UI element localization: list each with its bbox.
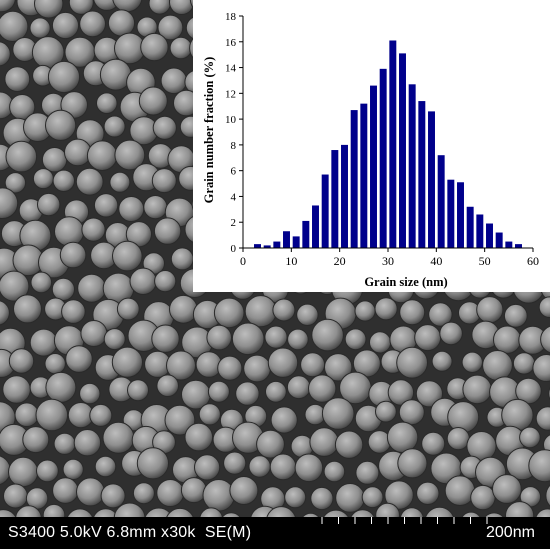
x-axis-label: Grain size (nm) xyxy=(364,275,447,289)
histogram-bar xyxy=(495,232,503,248)
histogram-bar xyxy=(437,155,445,248)
histogram-bar xyxy=(312,205,319,248)
histogram-bar xyxy=(321,174,329,248)
histogram-bar xyxy=(428,111,435,248)
histogram-bar xyxy=(341,144,348,248)
histogram-bar xyxy=(447,179,455,248)
histogram-bar xyxy=(331,150,339,248)
y-tick-label: 8 xyxy=(231,140,237,152)
histogram-bar xyxy=(515,244,522,248)
scale-bar-label: 200nm xyxy=(486,524,535,541)
x-tick-label: 0 xyxy=(240,254,246,268)
histogram-bar xyxy=(350,110,358,248)
histogram-bar xyxy=(370,85,377,248)
y-tick-label: 12 xyxy=(225,88,236,100)
y-tick-label: 0 xyxy=(231,243,237,255)
histogram-bar xyxy=(466,206,474,248)
histogram-bar xyxy=(418,101,426,248)
scale-bar-ticks xyxy=(321,517,488,524)
y-tick-label: 2 xyxy=(231,217,237,229)
y-tick-label: 6 xyxy=(231,166,237,178)
sem-parameters-text: S3400 5.0kV 6.8mm x30k SE(M) xyxy=(8,524,252,541)
sem-info-bar: S3400 5.0kV 6.8mm x30k SE(M) 200nm xyxy=(0,517,550,549)
histogram-bar xyxy=(273,241,281,248)
histogram-bar xyxy=(302,220,310,248)
x-tick-label: 50 xyxy=(479,254,491,268)
y-tick-label: 14 xyxy=(225,63,237,75)
histogram-bar xyxy=(379,68,387,248)
y-axis-label: Grain number fraction (%) xyxy=(202,57,216,204)
histogram-bar xyxy=(408,84,416,248)
histogram-bar xyxy=(283,231,290,248)
histogram-bar xyxy=(399,53,406,248)
y-tick-label: 10 xyxy=(225,114,237,126)
x-tick-label: 10 xyxy=(285,254,297,268)
histogram-bar xyxy=(476,214,484,248)
histogram-bar xyxy=(360,103,368,248)
histogram-bar xyxy=(263,245,271,248)
y-tick-label: 16 xyxy=(225,37,237,49)
x-tick-label: 30 xyxy=(382,254,394,268)
histogram-bar xyxy=(457,182,464,248)
x-tick-label: 40 xyxy=(430,254,442,268)
histogram-bar xyxy=(486,223,493,248)
y-tick-label: 4 xyxy=(231,191,237,203)
y-tick-label: 18 xyxy=(225,11,237,23)
histogram-bar xyxy=(254,244,261,248)
histogram-bar xyxy=(505,241,513,248)
x-tick-label: 60 xyxy=(527,254,539,268)
histogram-bar xyxy=(292,236,300,248)
histogram-bar xyxy=(389,40,397,248)
x-tick-label: 20 xyxy=(334,254,346,268)
grain-size-histogram: 0 10 20 30 40 50 60 0 2 4 6 8 10 12 14 16 18 Grain size… xyxy=(193,0,550,292)
